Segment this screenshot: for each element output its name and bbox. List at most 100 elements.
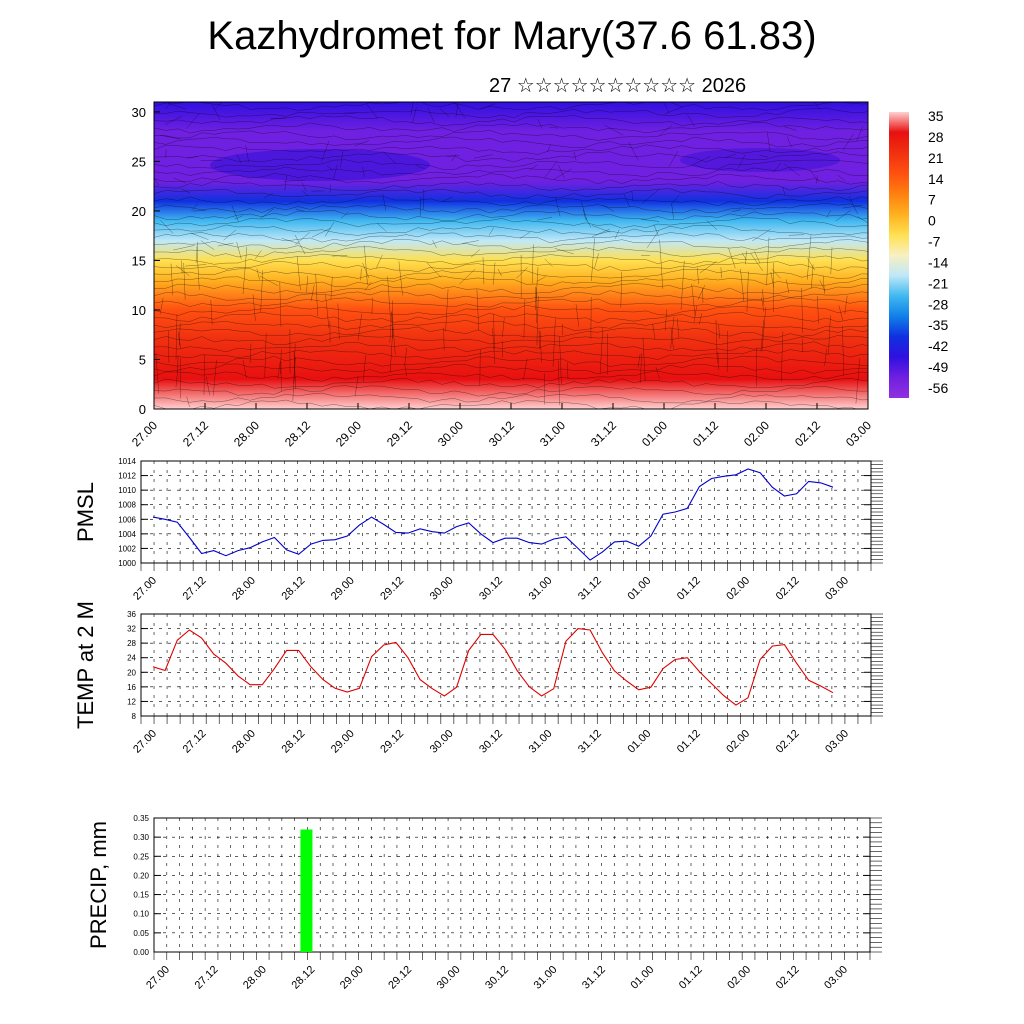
colorbar-label: 0 bbox=[928, 213, 936, 229]
x-tick-label: 30.12 bbox=[486, 418, 517, 449]
x-tick-label: 03.00 bbox=[843, 418, 874, 449]
x-tick-label: 01.12 bbox=[677, 964, 705, 992]
x-tick-label: 30.12 bbox=[483, 964, 511, 992]
x-tick-label: 28.12 bbox=[282, 418, 313, 449]
x-tick-label: 01.00 bbox=[625, 728, 653, 756]
x-tick-label: 31.00 bbox=[537, 418, 568, 449]
y-tick-label: 1014 bbox=[118, 457, 136, 466]
low-blob bbox=[210, 149, 430, 181]
x-tick-label: 31.12 bbox=[588, 418, 619, 449]
x-tick-label: 31.12 bbox=[576, 728, 604, 756]
x-tick-label: 29.00 bbox=[338, 964, 366, 992]
x-tick-label: 02.12 bbox=[774, 964, 802, 992]
x-tick-label: 03.00 bbox=[823, 728, 851, 756]
precip-bar bbox=[300, 829, 313, 952]
x-tick-label: 27.12 bbox=[193, 964, 221, 992]
cross-section-panel: 0 5 10 15 20 25 30 27.00 27.12 28.00 28.12 29.00 29.… bbox=[129, 101, 874, 449]
x-tick-label: 31.12 bbox=[576, 575, 604, 603]
y-tick-label: 0.35 bbox=[133, 814, 149, 823]
y-tick-label: 1002 bbox=[118, 544, 136, 553]
y-tick-label: 15 bbox=[132, 253, 146, 268]
x-tick-label: 01.12 bbox=[675, 575, 703, 603]
x-tick-label: 01.00 bbox=[639, 418, 670, 449]
x-tick-label: 27.00 bbox=[129, 418, 160, 449]
colorbar-label: -7 bbox=[928, 234, 941, 250]
y-tick-label: 0.00 bbox=[133, 948, 149, 957]
x-tick-label: 30.00 bbox=[435, 418, 466, 449]
y-axis-title: PRECIP, mm bbox=[86, 821, 111, 949]
x-tick-label: 30.12 bbox=[477, 728, 505, 756]
colorbar-label: 28 bbox=[928, 129, 944, 145]
x-tick-label: 27.00 bbox=[131, 728, 159, 756]
x-tick-label: 03.00 bbox=[823, 575, 851, 603]
x-tick-label: 29.00 bbox=[329, 575, 357, 603]
x-tick-label: 28.00 bbox=[230, 728, 258, 756]
y-tick-label: 5 bbox=[139, 352, 146, 367]
x-tick-label: 28.12 bbox=[279, 728, 307, 756]
x-tick-label: 02.00 bbox=[724, 575, 752, 603]
colorbar-label: 21 bbox=[928, 150, 944, 166]
y-tick-label: 12 bbox=[127, 697, 136, 706]
x-tick-label: 31.00 bbox=[527, 575, 555, 603]
chart-subtitle: 27 ☆☆☆☆☆☆☆☆☆☆ 2026 bbox=[489, 75, 747, 97]
x-tick-label: 27.12 bbox=[181, 728, 209, 756]
y-tick-label: 0.20 bbox=[133, 871, 149, 880]
colorbar: 35 28 21 14 7 0 -7 -14 -21 -28 -35 -42 -49 -56 bbox=[889, 108, 948, 398]
y-tick-label: 32 bbox=[127, 625, 136, 634]
y-tick-label: 16 bbox=[127, 683, 136, 692]
colorbar-label: 35 bbox=[928, 108, 944, 124]
x-tick-label: 27.12 bbox=[181, 575, 209, 603]
colorbar-label: -28 bbox=[928, 296, 948, 312]
x-tick-label: 01.00 bbox=[628, 964, 656, 992]
y-tick-label: 10 bbox=[132, 303, 146, 318]
y-tick-label: 30 bbox=[132, 105, 146, 120]
colorbar-label: -49 bbox=[928, 359, 948, 375]
panel-frame bbox=[140, 613, 872, 717]
x-tick-label: 02.00 bbox=[741, 418, 772, 449]
wind-streamlines bbox=[154, 102, 868, 409]
low-blob bbox=[680, 148, 840, 172]
y-tick-label: 0.30 bbox=[133, 833, 149, 842]
y-tick-label: 20 bbox=[132, 204, 146, 219]
grid bbox=[154, 817, 870, 953]
x-tick-label: 29.12 bbox=[384, 418, 415, 449]
temp-panel: 8 12 16 20 24 28 32 36 27.00 27.12 28.00 28.12 29.00… bbox=[73, 601, 883, 756]
precip-panel: 0.00 0.05 0.10 0.15 0.20 0.25 0.30 0.35 27.00 27.… bbox=[86, 814, 882, 992]
y-tick-label: 0.10 bbox=[133, 910, 149, 919]
y-axis-title: TEMP at 2 M bbox=[73, 601, 98, 729]
y-tick-label: 36 bbox=[127, 610, 136, 619]
y-tick-label: 1012 bbox=[118, 472, 136, 481]
x-tick-label: 28.12 bbox=[279, 575, 307, 603]
colorbar-fill bbox=[889, 112, 909, 398]
x-tick-label: 30.00 bbox=[428, 728, 456, 756]
series-line bbox=[152, 468, 834, 561]
y-tick-label: 0 bbox=[139, 402, 146, 417]
x-tick-label: 28.00 bbox=[241, 964, 269, 992]
series-line bbox=[152, 628, 834, 706]
y-tick-label: 0.25 bbox=[133, 852, 149, 861]
y-tick-label: 1008 bbox=[118, 501, 136, 510]
colorbar-label: -35 bbox=[928, 317, 948, 333]
x-tick-label: 30.12 bbox=[477, 575, 505, 603]
x-tick-label: 28.00 bbox=[231, 418, 262, 449]
x-tick-label: 28.00 bbox=[230, 575, 258, 603]
y-tick-label: 0.05 bbox=[133, 929, 149, 938]
cross-section-field bbox=[154, 102, 868, 409]
chart-title: Kazhydromet for Mary(37.6 61.83) bbox=[207, 14, 817, 58]
x-tick-label: 02.00 bbox=[724, 728, 752, 756]
x-tick-label: 30.00 bbox=[428, 575, 456, 603]
y-tick-label: 28 bbox=[127, 639, 136, 648]
y-tick-label: 24 bbox=[127, 654, 136, 663]
x-tick-label: 27.00 bbox=[131, 575, 159, 603]
y-tick-label: 1000 bbox=[118, 559, 136, 568]
pmsl-panel: 1000 1002 1004 1006 1008 1010 1012 1014 27.00 27.… bbox=[73, 457, 883, 603]
x-tick-label: 31.00 bbox=[532, 964, 560, 992]
x-tick-label: 30.00 bbox=[435, 964, 463, 992]
x-tick-label: 01.12 bbox=[675, 728, 703, 756]
colorbar-label: 7 bbox=[928, 192, 936, 208]
y-tick-label: 1004 bbox=[118, 530, 136, 539]
y-tick-label: 1010 bbox=[118, 486, 136, 495]
x-tick-label: 03.00 bbox=[822, 964, 850, 992]
x-tick-label: 31.00 bbox=[527, 728, 555, 756]
